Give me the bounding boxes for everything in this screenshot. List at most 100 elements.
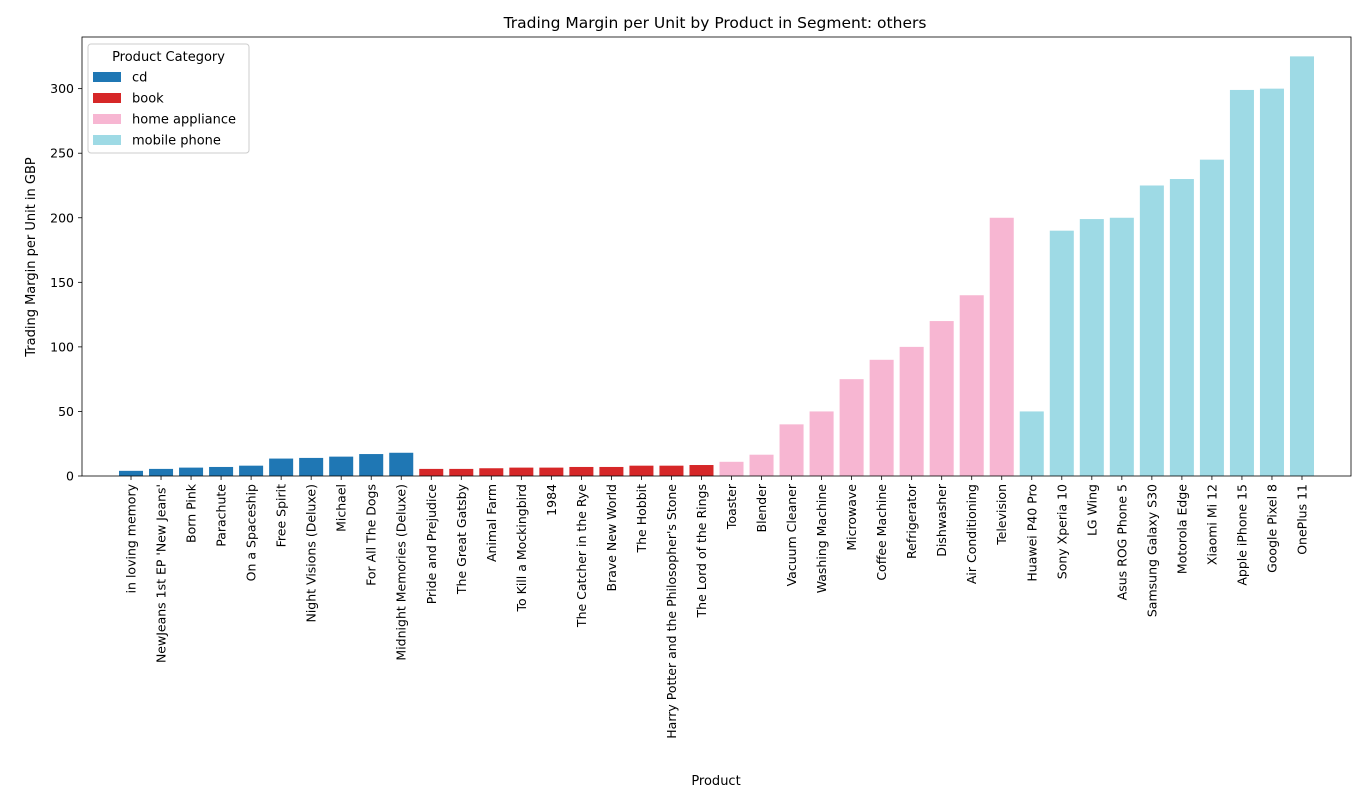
bar	[1079, 219, 1104, 476]
bar	[1139, 185, 1164, 477]
axes-frame	[81, 36, 1352, 477]
chart-title: Trading Margin per Unit by Product in Se…	[503, 14, 927, 32]
bar	[809, 411, 834, 476]
x-tick-label: Google Pixel 8	[1264, 484, 1279, 573]
bar	[749, 454, 774, 476]
y-axis-label: Trading Margin per Unit in GBP	[24, 157, 39, 358]
bar	[269, 458, 294, 476]
bar	[1109, 217, 1134, 476]
x-tick-label: Microwave	[844, 484, 859, 551]
x-tick-label: Vacuum Cleaner	[784, 483, 799, 586]
x-tick-label: Free Spirit	[274, 484, 289, 547]
bar	[1049, 230, 1074, 476]
bar	[359, 454, 384, 476]
y-tick-label: 50	[58, 404, 74, 419]
x-tick-label: Night Visions (Deluxe)	[304, 484, 319, 623]
x-tick-label: The Great Gatsby	[454, 483, 469, 595]
legend-entry-label: mobile phone	[132, 134, 221, 149]
x-tick-label: To Kill a Mockingbird	[514, 484, 529, 613]
bar	[419, 468, 444, 476]
bar	[1169, 179, 1194, 476]
bar	[569, 466, 594, 476]
x-tick-label: Motorola Edge	[1174, 484, 1189, 574]
x-tick-label: LG Wing	[1084, 484, 1099, 536]
y-tick-label: 150	[50, 275, 74, 290]
bar	[509, 467, 534, 476]
x-tick-label: Dishwasher	[934, 483, 949, 557]
bar	[659, 465, 684, 476]
bar	[449, 468, 474, 476]
bar	[629, 465, 654, 476]
legend: Product Category cd book home appliance mob…	[87, 43, 250, 154]
bar	[779, 424, 804, 476]
bar	[1289, 56, 1314, 477]
y-tick-label: 250	[50, 146, 74, 161]
bar	[539, 467, 564, 476]
y-tick-label: 0	[66, 469, 74, 484]
legend-entry-label: home appliance	[132, 113, 236, 128]
legend-swatch	[93, 72, 121, 82]
legend-swatch	[93, 135, 121, 145]
x-tick-label: Parachute	[214, 484, 229, 547]
bar	[389, 452, 414, 476]
bar	[329, 456, 354, 476]
x-tick-label: Huawei P40 Pro	[1024, 484, 1039, 582]
bar	[689, 465, 714, 476]
x-tick-label: Pride and Prejudice	[424, 484, 439, 605]
bar	[869, 359, 894, 476]
x-tick-label: Michael	[334, 484, 349, 532]
x-tick-label: Washing Machine	[814, 484, 829, 594]
bar	[1019, 411, 1044, 476]
x-tick-label: Blender	[754, 483, 769, 532]
y-tick-label: 100	[50, 339, 74, 354]
x-tick-label: Coffee Machine	[874, 484, 889, 581]
legend-entry-label: cd	[132, 71, 147, 86]
x-tick-label: NewJeans 1st EP 'New Jeans'	[154, 484, 169, 663]
y-tick-label: 300	[50, 81, 74, 96]
bar	[179, 467, 204, 476]
x-tick-label: For All The Dogs	[364, 484, 379, 586]
x-tick-label: OnePlus 11	[1294, 484, 1309, 555]
bar	[239, 465, 264, 476]
x-tick-label: Sony Xperia 10	[1054, 484, 1069, 579]
x-tick-label: Television	[994, 484, 1009, 546]
y-tick-label: 200	[50, 210, 74, 225]
bar	[299, 457, 324, 476]
x-tick-label: 1984	[544, 484, 559, 516]
bar	[1199, 159, 1224, 476]
legend-entry-label: book	[132, 92, 164, 107]
x-tick-label: Air Conditioning	[964, 484, 979, 584]
bar	[989, 217, 1014, 476]
bar	[119, 470, 144, 476]
bar	[959, 295, 984, 476]
legend-swatch	[93, 93, 121, 103]
x-tick-label: Brave New World	[604, 484, 619, 592]
legend-swatch	[93, 114, 121, 124]
bar	[929, 321, 954, 476]
x-tick-label: Apple iPhone 15	[1234, 484, 1249, 586]
x-tick-label: Born Pink	[184, 483, 199, 543]
legend-entries: cd book home appliance mobile phone	[93, 71, 236, 149]
x-tick-label: Midnight Memories (Deluxe)	[394, 484, 409, 661]
bar	[599, 466, 624, 476]
bar	[899, 346, 924, 476]
x-tick-label: Asus ROG Phone 5	[1114, 484, 1129, 600]
x-axis-label: Product	[691, 774, 740, 789]
bar	[839, 379, 864, 476]
x-tick-label: The Hobbit	[634, 484, 649, 554]
x-tick-label: The Catcher in the Rye	[574, 484, 589, 628]
bar	[1229, 89, 1254, 476]
x-tick-label: Toaster	[724, 483, 739, 530]
bar	[209, 466, 234, 476]
x-tick-label: Harry Potter and the Philosopher's Stone	[664, 484, 679, 739]
x-tick-label: Xiaomi Mi 12	[1204, 484, 1219, 565]
bar	[719, 461, 744, 476]
legend-title: Product Category	[112, 50, 225, 65]
bar	[479, 468, 504, 476]
x-tick-label: The Lord of the Rings	[694, 484, 709, 618]
legend-frame	[87, 43, 250, 154]
plot-area: in loving memory NewJeans 1st EP 'New Jea…	[50, 36, 1352, 739]
x-tick-label: Samsung Galaxy S30	[1144, 484, 1159, 617]
x-tick-label: On a Spaceship	[244, 484, 259, 581]
